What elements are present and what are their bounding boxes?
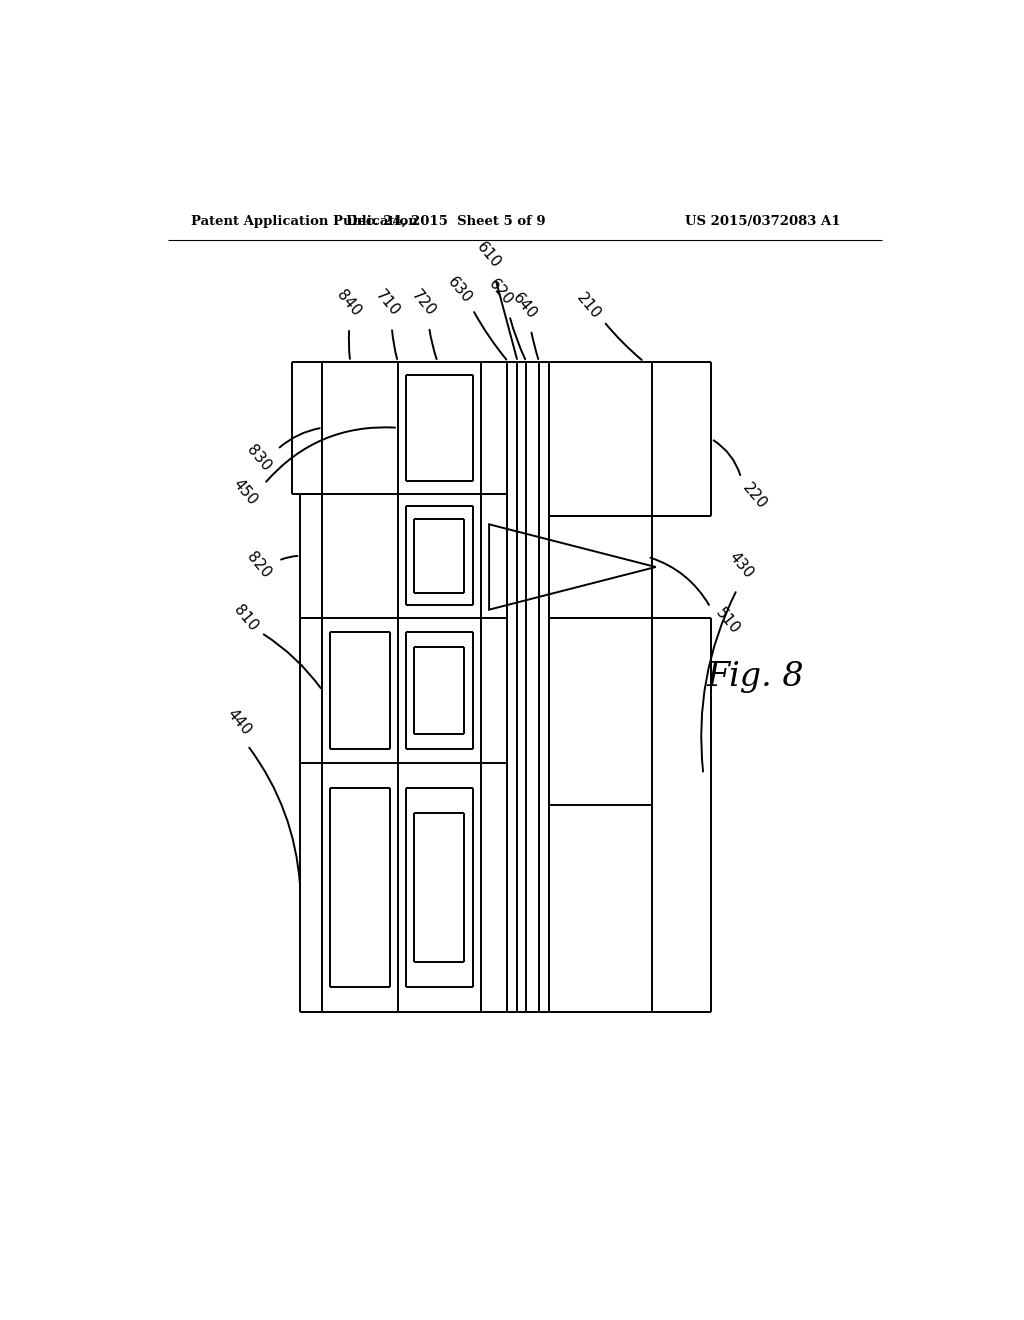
Text: US 2015/0372083 A1: US 2015/0372083 A1 xyxy=(685,215,841,228)
Text: 210: 210 xyxy=(573,290,603,322)
Text: 640: 640 xyxy=(510,290,540,322)
Text: 840: 840 xyxy=(334,286,364,318)
Text: 630: 630 xyxy=(444,275,475,306)
Text: 810: 810 xyxy=(230,602,260,634)
Text: 510: 510 xyxy=(712,605,742,636)
Text: 440: 440 xyxy=(224,706,254,738)
Text: 710: 710 xyxy=(373,286,402,318)
Text: 620: 620 xyxy=(486,277,516,309)
Text: 450: 450 xyxy=(230,477,260,508)
Text: 820: 820 xyxy=(244,549,274,581)
Text: Dec. 24, 2015  Sheet 5 of 9: Dec. 24, 2015 Sheet 5 of 9 xyxy=(346,215,545,228)
Text: 720: 720 xyxy=(409,286,438,318)
Text: Fig. 8: Fig. 8 xyxy=(707,661,804,693)
Text: 430: 430 xyxy=(726,549,757,581)
Text: 610: 610 xyxy=(474,239,504,271)
Text: 830: 830 xyxy=(244,442,274,474)
Text: 220: 220 xyxy=(740,480,770,512)
Text: Patent Application Publication: Patent Application Publication xyxy=(191,215,418,228)
